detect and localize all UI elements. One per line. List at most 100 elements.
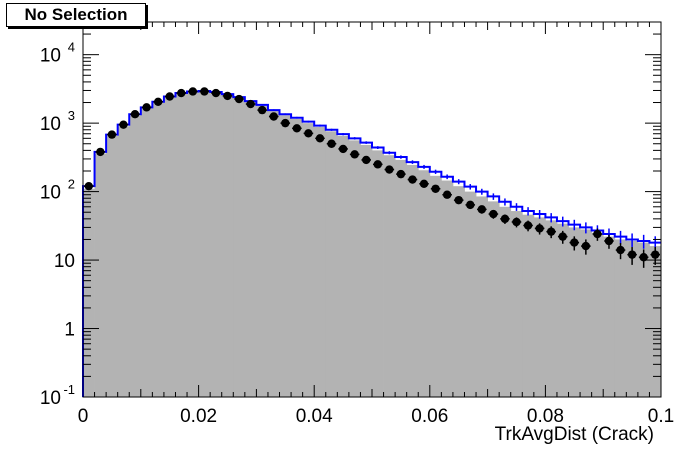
data-point [177,88,186,98]
fill-bar [117,126,130,398]
fill-bar [522,214,535,397]
x-tick-label: 0 [78,406,89,427]
fill-bar [418,170,431,397]
data-point [257,105,267,115]
fill-bar [83,188,95,397]
data-point [107,130,117,139]
fill-bar [140,108,153,398]
fill-bar [476,196,488,397]
fill-bar [337,135,350,398]
fill-bar [441,180,454,397]
fill-bar [614,239,627,397]
fill-bar [429,175,442,397]
data-point [454,195,463,205]
data-point [281,118,290,128]
fill-bar [106,135,119,398]
y-tick-label: 1 [64,320,75,341]
data-point [639,253,648,262]
fill-bar [291,118,304,398]
fill-bar [152,102,165,397]
data-point [431,184,440,193]
data-point [408,175,417,184]
y-tick-exponent: 2 [68,177,75,192]
step-line [82,89,661,397]
data-point [362,155,371,165]
data-point [211,88,221,98]
fill-bar [372,150,384,397]
data-point [315,134,325,143]
fill-bar [360,144,373,397]
data-point [130,110,140,119]
fill-bar [533,217,546,397]
data-point [292,124,302,133]
data-point [651,250,660,259]
fill-bar [302,123,315,397]
data-point [96,147,105,157]
data-point [246,99,255,109]
x-axis-label: TrkAvgDist (Crack) [494,424,654,445]
fill-bar [244,101,257,398]
fill-bar [452,186,465,397]
fill-bar [256,105,269,398]
y-tick-label: 10 [40,46,61,67]
data-point [200,87,209,96]
y-tick-exponent: 3 [68,108,75,123]
fill-bar [325,131,338,397]
data-point [269,112,278,121]
data-point [142,103,151,112]
data-point [477,205,487,214]
data-point [616,245,625,255]
fill-bar [94,153,107,397]
data-point [581,241,591,251]
data-point [338,144,348,154]
fill-bar [637,242,650,397]
fill-bar [163,97,176,398]
y-tick-label: 10 [40,388,61,409]
fill-bar [487,201,500,397]
fill-bar [221,94,234,397]
data-point [350,150,359,159]
fill-bar [395,159,408,397]
chart-title: No Selection [6,3,146,27]
fill-bar [129,115,142,398]
data-point [442,190,452,199]
y-tick-exponent: 4 [68,40,75,55]
fill-bar [626,240,639,397]
fill-bar [198,91,211,398]
x-tick-label: 0.02 [180,406,217,427]
y-tick-label: 10 [40,183,61,204]
data-point [604,236,614,246]
x-tick-label: 0.08 [527,406,564,427]
y-tick-exponent: -1 [63,382,75,397]
fill-bar [233,97,246,397]
data-point [385,165,394,174]
data-point [188,87,198,96]
fill-bar [314,126,327,398]
fill-bar [580,229,593,397]
data-point [234,94,244,104]
data-point [593,229,602,239]
fill-bar [510,211,523,397]
mc-filled-histogram [83,91,662,398]
data-point [419,179,429,188]
fill-bar [267,111,280,397]
fill-bar [175,93,188,397]
data-point [304,129,313,138]
x-tick-label: 0.04 [296,406,333,427]
fill-bar [568,227,581,397]
fill-bar [348,140,361,398]
data-point [523,221,533,230]
data-point [84,181,93,191]
data-point [535,224,544,233]
fill-bar [649,246,662,397]
data-point [153,97,163,106]
fill-bar [187,91,199,397]
data-point [396,169,406,179]
fill-bar [556,223,569,397]
data-point [500,214,510,224]
data-point [327,139,336,148]
fill-bar [545,220,558,397]
y-tick-label: 10 [40,114,61,135]
